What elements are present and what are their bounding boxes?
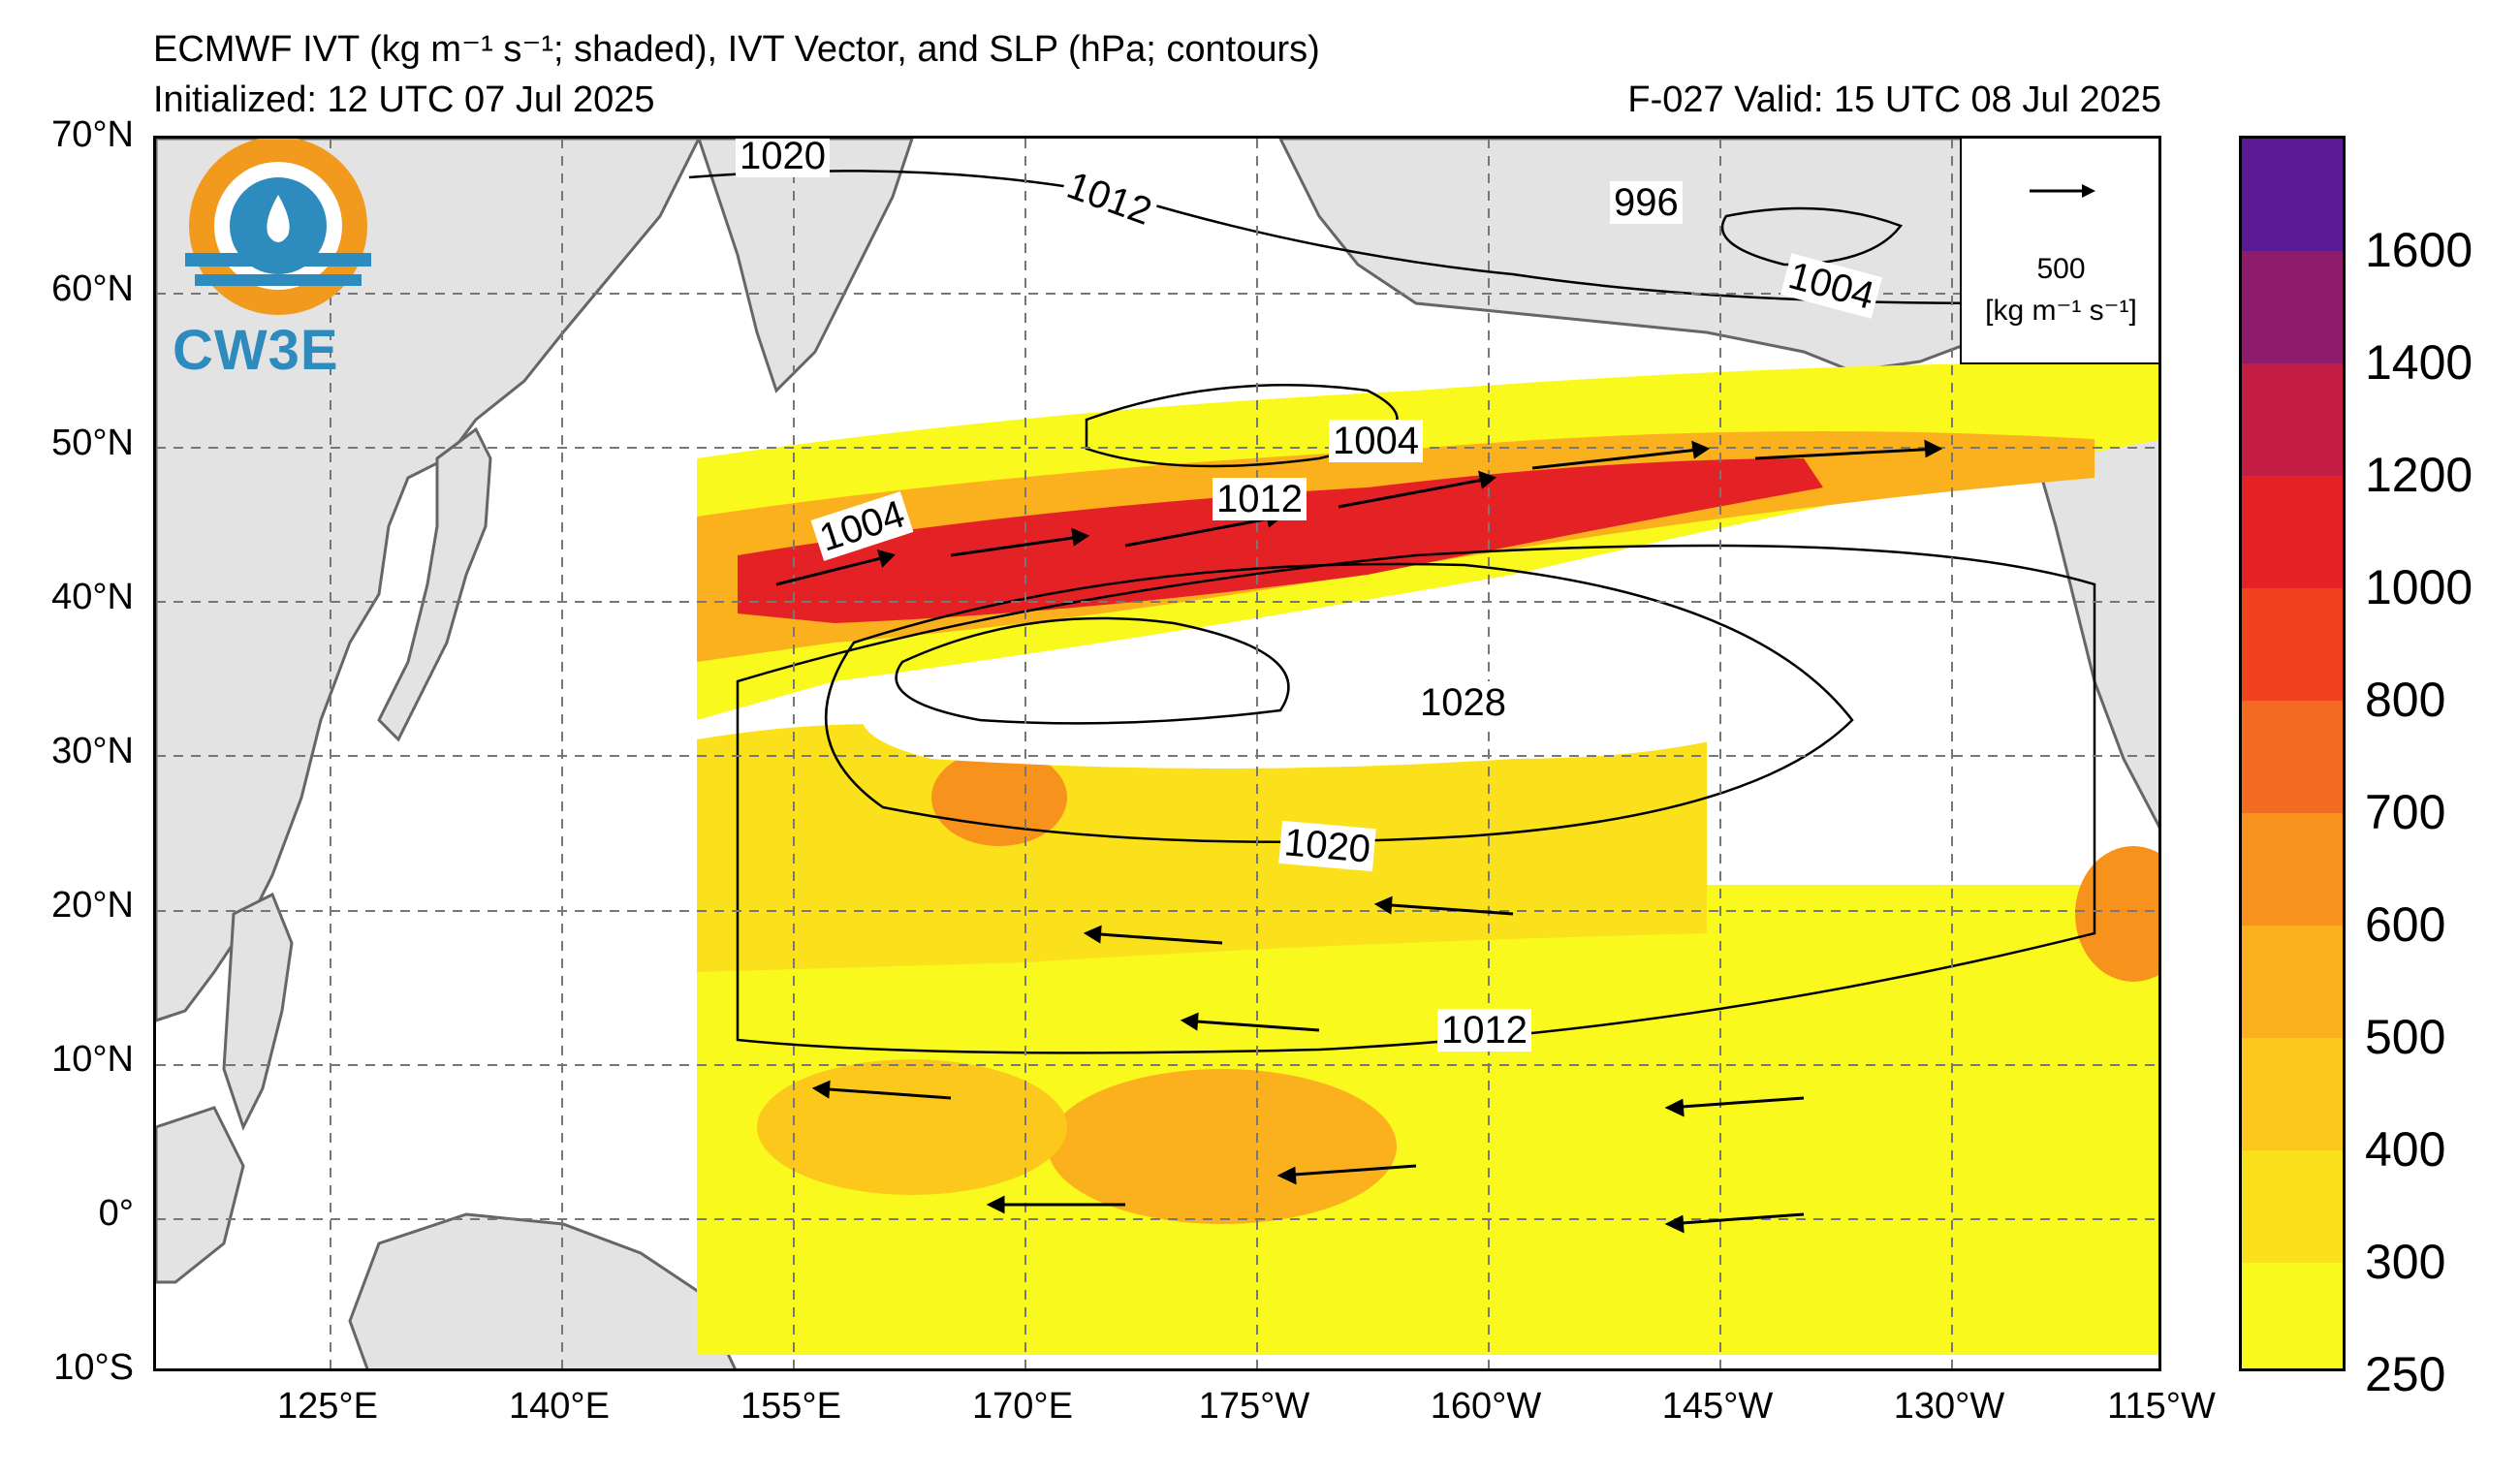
- slp-contour-north: [688, 170, 1999, 305]
- slp-contour-1020: [824, 562, 1854, 843]
- y-tick-label: 10°S: [53, 1347, 134, 1388]
- ivt-tropical-core-1: [1048, 1069, 1397, 1224]
- ivt-vectors: [775, 439, 1943, 1234]
- gridlines: [156, 139, 2158, 1368]
- x-tick-label: 175°W: [1198, 1386, 1310, 1427]
- colorbar-tick: 800: [2365, 673, 2446, 727]
- vector-legend: 500 [kg m⁻¹ s⁻¹]: [1960, 139, 2158, 364]
- colorbar-segment: [2242, 701, 2343, 813]
- colorbar-tick: 400: [2365, 1122, 2446, 1177]
- colorbar-segment: [2242, 139, 2343, 251]
- colorbar-segment: [2242, 363, 2343, 476]
- colorbar-tick: 250: [2365, 1347, 2446, 1401]
- valid-time: F-027 Valid: 15 UTC 08 Jul 2025: [1627, 79, 2161, 120]
- x-tick-label: 155°E: [740, 1386, 841, 1427]
- y-tick-label: 60°N: [51, 268, 134, 309]
- y-tick-label: 10°N: [51, 1039, 134, 1080]
- y-tick-label: 70°N: [51, 114, 134, 155]
- slp-label: 1028: [1416, 681, 1510, 724]
- colorbar-tick: 500: [2365, 1010, 2446, 1064]
- colorbar-tick: 700: [2365, 785, 2446, 839]
- colorbar-segment: [2242, 1263, 2343, 1368]
- legend-value: 500: [2036, 253, 2086, 285]
- new-guinea-landmass: [348, 1212, 737, 1368]
- slp-label: 1012: [1437, 1009, 1531, 1052]
- slp-label: 1020: [736, 139, 830, 177]
- legend-units: [kg m⁻¹ s⁻¹]: [1985, 295, 2137, 327]
- y-tick-label: 40°N: [51, 577, 134, 617]
- colorbar-segment: [2242, 1150, 2343, 1263]
- x-tick-label: 145°W: [1661, 1386, 1774, 1427]
- x-tick-label: 170°E: [972, 1386, 1073, 1427]
- japan-landmass: [377, 426, 492, 742]
- logo-text: CW3E: [173, 319, 339, 382]
- colorbar-segment: [2242, 926, 2343, 1038]
- y-tick-label: 30°N: [51, 731, 134, 771]
- y-tick-label: 0°: [98, 1193, 134, 1234]
- y-tick-label: 50°N: [51, 423, 134, 463]
- colorbar-tick: 1600: [2365, 223, 2473, 277]
- ivt-westerly-core: [738, 458, 1823, 623]
- map-svg: [156, 139, 2158, 1368]
- y-tick-label: 20°N: [51, 885, 134, 926]
- colorbar-tick: 300: [2365, 1235, 2446, 1289]
- philippines-landmass: [222, 892, 294, 1131]
- x-tick-label: 125°E: [277, 1386, 378, 1427]
- colorbar-tick: 1000: [2365, 560, 2473, 614]
- borneo-landmass: [156, 1106, 245, 1284]
- slp-contour-996: [1720, 206, 1904, 267]
- x-tick-label: 115°W: [2107, 1386, 2216, 1427]
- water-drop-sun-icon: [185, 139, 371, 315]
- kamchatka-landmass: [697, 139, 914, 393]
- x-tick-label: 130°W: [1893, 1386, 2005, 1427]
- x-tick-label: 160°W: [1430, 1386, 1542, 1427]
- slp-label: 996: [1610, 181, 1683, 224]
- ivt-tropical-core-2: [757, 1059, 1067, 1195]
- ivt-east-pacific-storm: [2075, 846, 2158, 982]
- colorbar-segment: [2242, 813, 2343, 926]
- colorbar-tick: 1400: [2365, 335, 2473, 390]
- colorbar-tick: 1200: [2365, 448, 2473, 502]
- slp-label: 1004: [1329, 420, 1423, 462]
- initialized-time: Initialized: 12 UTC 07 Jul 2025: [153, 79, 655, 120]
- slp-contour-1028: [895, 616, 1290, 725]
- slp-label: 1012: [1213, 478, 1307, 520]
- map-panel: 1020 1012 996 1004 1004 1004 1012 1028 1…: [153, 136, 2161, 1371]
- colorbar: [2239, 136, 2346, 1371]
- ivt-clear-high: [862, 602, 1901, 769]
- colorbar-segment: [2242, 588, 2343, 701]
- x-tick-label: 140°E: [509, 1386, 610, 1427]
- legend-arrow-icon: [2030, 184, 2095, 198]
- slp-contour-1012: [736, 544, 2096, 1054]
- map-title: ECMWF IVT (kg m⁻¹ s⁻¹; shaded), IVT Vect…: [153, 29, 1320, 70]
- slp-label: 1020: [1278, 820, 1376, 872]
- ivt-shading: [697, 361, 2158, 1355]
- colorbar-tick: 600: [2365, 897, 2446, 952]
- colorbar-segment: [2242, 476, 2343, 588]
- colorbar-segment: [2242, 1038, 2343, 1150]
- asia-landmass: [156, 139, 701, 1022]
- colorbar-segment: [2242, 251, 2343, 363]
